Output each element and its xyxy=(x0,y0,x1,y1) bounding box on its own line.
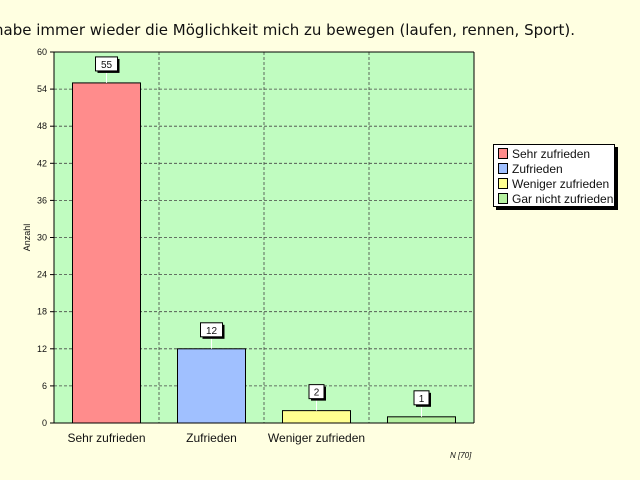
y-tick-label: 18 xyxy=(37,307,47,317)
y-tick-label: 30 xyxy=(37,233,47,243)
legend-label: Zufrieden xyxy=(512,161,563,176)
bar xyxy=(387,416,456,424)
data-label-box xyxy=(200,322,223,338)
data-label-box xyxy=(308,384,325,400)
legend-label: Weniger zufrieden xyxy=(512,176,610,191)
chart-title: habe immer wieder die Möglichkeit mich z… xyxy=(0,21,575,39)
data-label: 12 xyxy=(206,326,218,337)
sample-size-note: N [70] xyxy=(450,451,472,460)
legend-item-zufrieden: Zufrieden xyxy=(494,161,614,176)
legend-swatch xyxy=(498,193,508,204)
x-tick-label: Weniger zufrieden xyxy=(268,431,365,445)
y-axis-title: Anzahl xyxy=(22,224,32,252)
bar xyxy=(282,410,351,424)
x-tick-label: Zufrieden xyxy=(186,431,237,445)
legend-label: Sehr zufrieden xyxy=(512,146,591,161)
data-label: 1 xyxy=(419,394,425,405)
legend-label: Gar nicht zufrieden xyxy=(512,191,614,206)
y-tick-label: 48 xyxy=(37,121,47,131)
chart-legend: Sehr zufrieden Zufrieden Weniger zufried… xyxy=(493,144,615,207)
y-tick-label: 60 xyxy=(37,47,47,57)
data-label-box xyxy=(413,390,430,406)
y-tick-label: 6 xyxy=(42,381,47,391)
legend-swatch xyxy=(498,148,508,159)
x-tick-label: Sehr zufrieden xyxy=(67,431,145,445)
data-label-box xyxy=(95,56,118,72)
y-tick-label: 12 xyxy=(37,344,47,354)
data-label: 55 xyxy=(101,60,113,71)
legend-item-gar-nicht-zufrieden: Gar nicht zufrieden xyxy=(494,191,614,206)
y-tick-label: 42 xyxy=(37,158,47,168)
legend-item-weniger-zufrieden: Weniger zufrieden xyxy=(494,176,614,191)
bar xyxy=(177,348,246,424)
y-tick-label: 54 xyxy=(37,84,47,94)
y-tick-label: 0 xyxy=(42,418,47,428)
bar xyxy=(72,82,141,424)
y-tick-label: 36 xyxy=(37,195,47,205)
legend-swatch xyxy=(498,178,508,189)
legend-swatch xyxy=(498,163,508,174)
y-tick-label: 24 xyxy=(37,270,47,280)
data-label: 2 xyxy=(314,388,320,399)
legend-item-sehr-zufrieden: Sehr zufrieden xyxy=(494,146,614,161)
